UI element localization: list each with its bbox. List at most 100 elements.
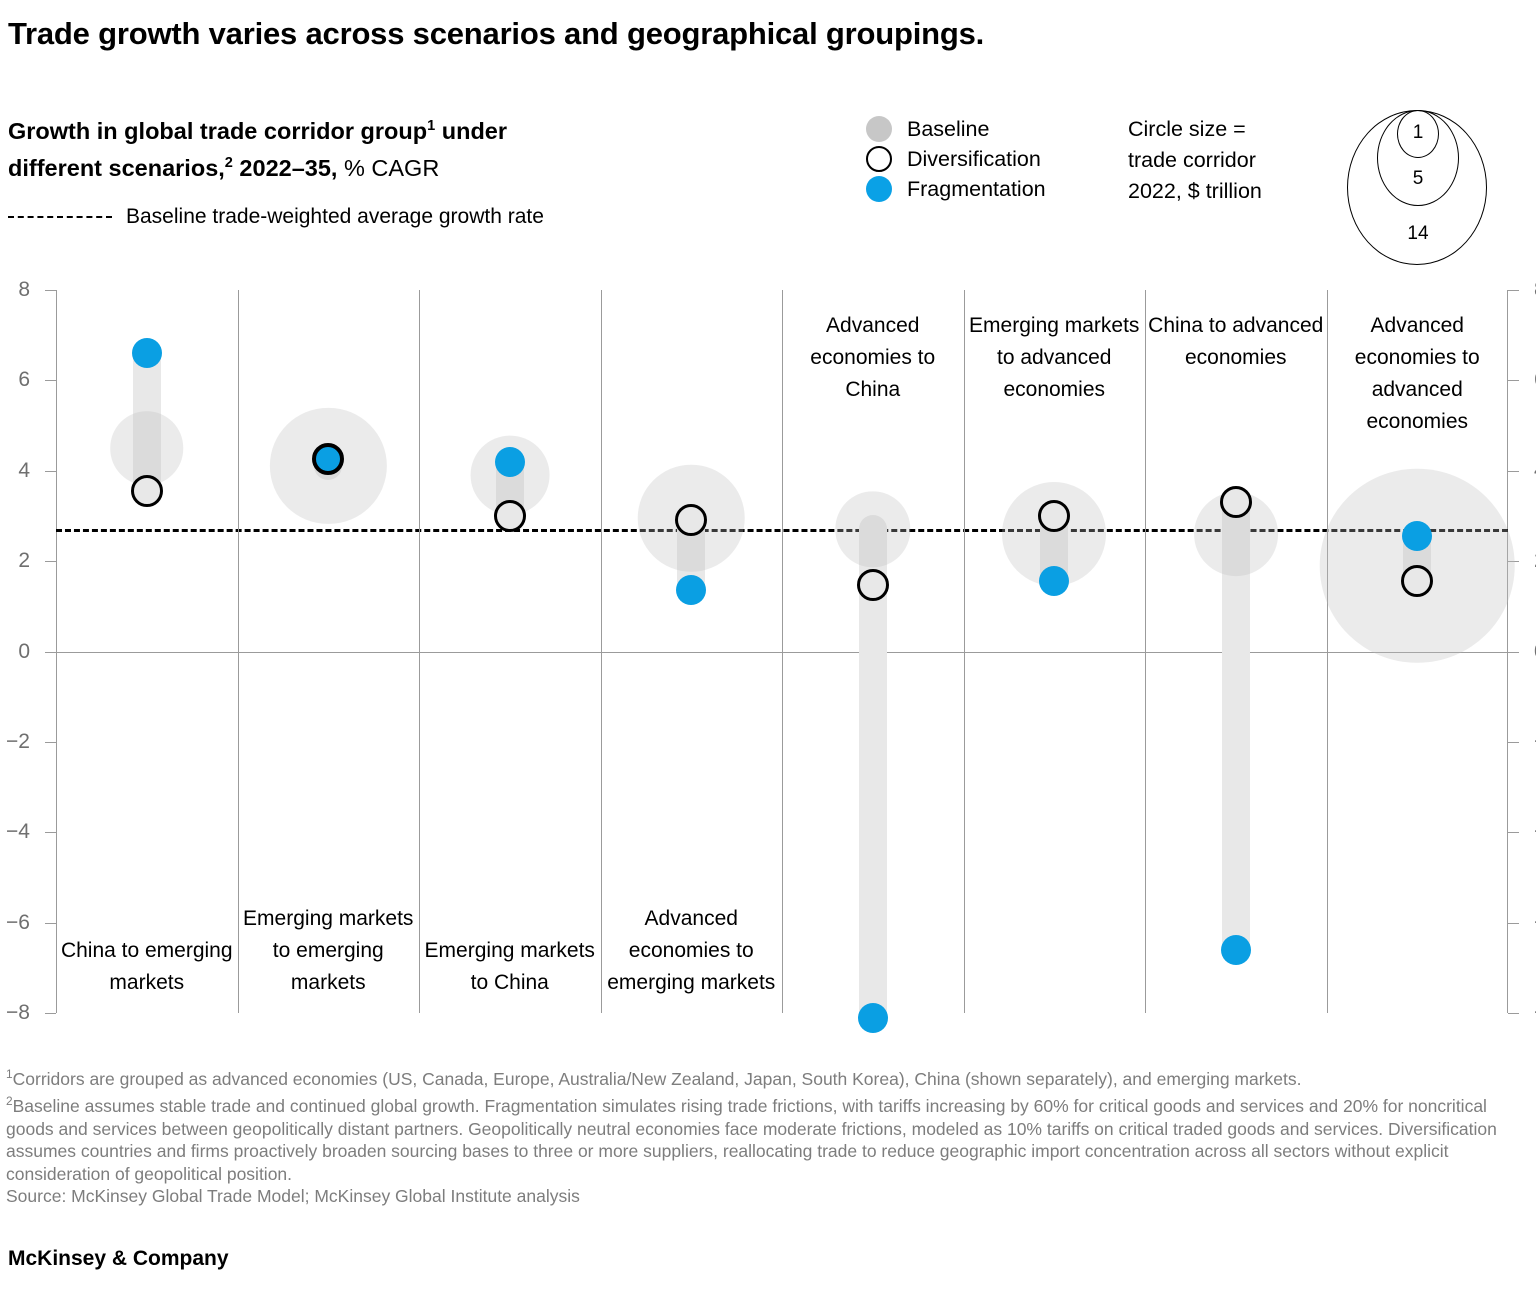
y-tick-4-r bbox=[1508, 470, 1519, 472]
page-title: Trade growth varies across scenarios and… bbox=[8, 16, 985, 51]
y-tick-label--2-r: −2 bbox=[1534, 730, 1536, 754]
column-separator-2 bbox=[419, 290, 420, 1013]
y-tick-label-0-l: 0 bbox=[18, 639, 30, 663]
y-tick--6-l bbox=[45, 922, 56, 924]
diversification-ring[interactable] bbox=[1038, 499, 1071, 532]
legend-item-fragmentation: Fragmentation bbox=[866, 174, 1046, 204]
category-label-2: Emerging markets to China bbox=[424, 939, 595, 994]
size-legend-line3: 2022, $ trillion bbox=[1128, 179, 1262, 203]
category-label-6: China to advanced economies bbox=[1148, 314, 1324, 369]
legend-item-diversification: Diversification bbox=[866, 144, 1046, 174]
baseline-bubble[interactable] bbox=[835, 491, 911, 568]
chart-subtitle: Growth in global trade corridor group1 u… bbox=[8, 110, 708, 184]
diversification-ring[interactable] bbox=[1219, 486, 1252, 519]
y-tick-6-l bbox=[45, 380, 56, 382]
fragmentation-dot[interactable] bbox=[494, 446, 525, 477]
y-tick-label--4-r: −4 bbox=[1534, 820, 1536, 844]
hollow-black-circle-icon bbox=[866, 146, 892, 172]
legend-label-diversification: Diversification bbox=[907, 146, 1041, 171]
baseline-bubble[interactable] bbox=[109, 411, 184, 485]
y-tick--8-l bbox=[45, 1013, 56, 1014]
category-label-3: Advanced economies to emerging markets bbox=[607, 907, 776, 994]
y-tick-label-6-r: 6 bbox=[1534, 368, 1536, 392]
size-legend-circles: 1 5 14 bbox=[1328, 100, 1488, 265]
y-tick-6-r bbox=[1508, 380, 1519, 382]
footnote-1-marker: 1 bbox=[6, 1067, 13, 1081]
y-tick--2-l bbox=[45, 741, 56, 743]
column-separator-1 bbox=[237, 290, 239, 1013]
chart-area: 8 8 6 6 4 4 2 2 0 0 −2 −2 −4 −4 −6 −6 −8 −8 China to emer… bbox=[0, 270, 1536, 1040]
dashed-line-icon bbox=[8, 216, 112, 218]
average-line-legend: Baseline trade-weighted average growth r… bbox=[8, 205, 544, 229]
category-label-5: Emerging markets to advanced economies bbox=[969, 314, 1140, 401]
plot-region: 8 8 6 6 4 4 2 2 0 0 −2 −2 −4 −4 −6 −6 −8 −8 China to emer… bbox=[6, 278, 1536, 1033]
y-tick-2-r bbox=[1508, 561, 1519, 563]
y-tick-label-8-r: 8 bbox=[1534, 278, 1536, 302]
y-tick-label-8-l: 8 bbox=[18, 278, 30, 301]
fragmentation-dot[interactable] bbox=[313, 444, 344, 475]
size-circle-label-14: 14 bbox=[1407, 223, 1429, 244]
legend-item-baseline: Baseline bbox=[866, 114, 1046, 144]
y-tick-4-l bbox=[45, 470, 56, 472]
filled-gray-circle-icon bbox=[866, 116, 892, 142]
y-tick-label-4-r: 4 bbox=[1534, 459, 1536, 483]
fragmentation-dot[interactable] bbox=[676, 575, 707, 606]
legend-label-fragmentation: Fragmentation bbox=[907, 176, 1046, 201]
subtitle-line1-b: under bbox=[435, 117, 508, 144]
size-legend-line2: trade corridor bbox=[1128, 148, 1256, 172]
diversification-ring[interactable] bbox=[493, 499, 526, 532]
y-tick--6-r bbox=[1508, 922, 1519, 924]
y-tick-label-4-l: 4 bbox=[18, 458, 30, 482]
size-legend-text: Circle size = trade corridor 2022, $ tri… bbox=[1128, 114, 1262, 207]
y-tick-label--6-r: −6 bbox=[1534, 911, 1536, 935]
diversification-ring[interactable] bbox=[130, 475, 163, 508]
category-label-1: Emerging markets to emerging markets bbox=[243, 907, 414, 994]
y-tick-0-l bbox=[45, 651, 56, 653]
fragmentation-dot[interactable] bbox=[1039, 565, 1070, 596]
y-tick-label--8-r: −8 bbox=[1534, 1001, 1536, 1025]
column-separator-7 bbox=[1326, 290, 1328, 1013]
y-tick-label-6-l: 6 bbox=[18, 368, 30, 392]
size-circle-1 bbox=[1397, 110, 1439, 158]
diversification-ring[interactable] bbox=[1401, 564, 1434, 597]
category-label-4: Advanced economies to China bbox=[810, 314, 936, 401]
filled-blue-circle-icon bbox=[866, 176, 892, 202]
y-tick-label--8-l: −8 bbox=[6, 1001, 30, 1024]
y-tick-label--2-l: −2 bbox=[6, 729, 30, 753]
y-tick-2-l bbox=[45, 561, 56, 563]
y-tick-label--6-l: −6 bbox=[6, 910, 30, 934]
y-tick-8-l bbox=[45, 290, 56, 291]
scenario-range-connector bbox=[858, 515, 887, 1032]
average-line-legend-label: Baseline trade-weighted average growth r… bbox=[126, 205, 544, 228]
y-tick--4-l bbox=[45, 832, 56, 834]
fragmentation-dot[interactable] bbox=[1402, 521, 1433, 552]
fragmentation-dot[interactable] bbox=[857, 1002, 888, 1033]
y-tick-label-0-r: 0 bbox=[1534, 640, 1536, 664]
y-tick-label-2-r: 2 bbox=[1534, 549, 1536, 573]
size-circle-label-1: 1 bbox=[1412, 122, 1424, 143]
footnote-1-text: Corridors are grouped as advanced econom… bbox=[12, 1068, 1302, 1089]
y-tick--8-r bbox=[1508, 1013, 1519, 1014]
source-line: Source: McKinsey Global Trade Model; McK… bbox=[6, 1186, 580, 1207]
column-separator-6 bbox=[1145, 290, 1146, 1013]
category-label-0: China to emerging markets bbox=[60, 939, 233, 994]
series-legend: Baseline Diversification Fragmentation bbox=[866, 114, 1046, 204]
subtitle-units: % CAGR bbox=[337, 154, 440, 181]
subtitle-line2-b: 2022–35, bbox=[232, 154, 338, 181]
diversification-ring[interactable] bbox=[675, 504, 708, 537]
fragmentation-dot[interactable] bbox=[131, 338, 162, 369]
fragmentation-dot[interactable] bbox=[1220, 934, 1251, 965]
y-tick-label--4-l: −4 bbox=[6, 820, 30, 844]
scenario-range-connector bbox=[1221, 488, 1250, 964]
category-label-7: Advanced economies to advanced economies bbox=[1354, 314, 1480, 433]
y-tick--4-r bbox=[1508, 832, 1519, 834]
footnote-2-marker: 2 bbox=[6, 1094, 13, 1109]
subtitle-footnote-ref-2: 2 bbox=[224, 154, 233, 171]
y-tick-8-r bbox=[1508, 290, 1519, 291]
footnote-2-text: Baseline assumes stable trade and contin… bbox=[6, 1096, 1497, 1184]
footnote-1: 1Corridors are grouped as advanced econo… bbox=[6, 1063, 1534, 1090]
column-separator-5 bbox=[963, 290, 965, 1013]
diversification-ring[interactable] bbox=[856, 569, 889, 602]
column-separator-3 bbox=[600, 290, 602, 1013]
